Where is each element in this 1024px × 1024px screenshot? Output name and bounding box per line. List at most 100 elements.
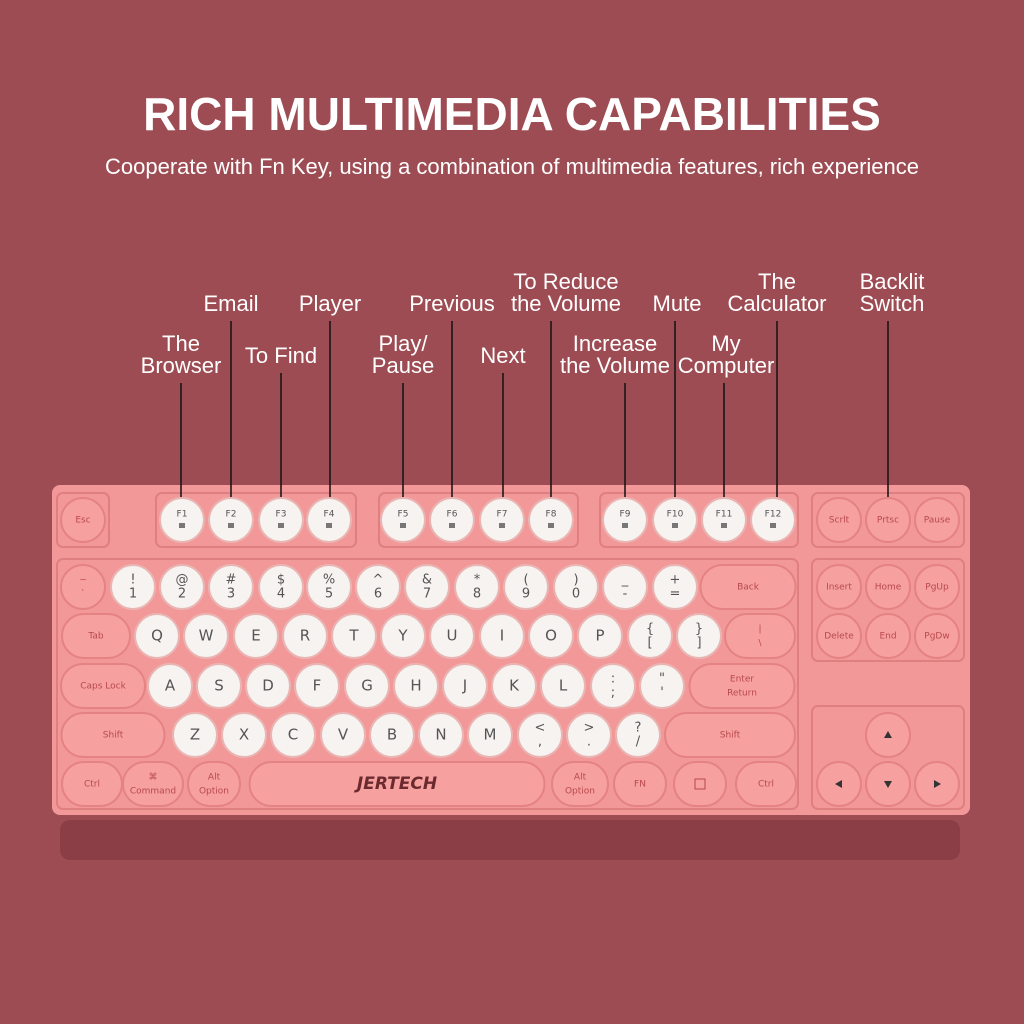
key-label: F11 [716, 510, 733, 520]
key-label: Ctrl [758, 780, 774, 790]
key-label: Option [199, 787, 229, 797]
key [61, 613, 131, 659]
key-white [627, 613, 673, 659]
key-white [442, 663, 488, 709]
key-label: Command [130, 787, 176, 797]
key-label: Home [875, 583, 902, 593]
key-white [159, 564, 205, 610]
key-label: P [595, 627, 604, 645]
key-label: Option [565, 787, 595, 797]
callout-label: Previous [409, 291, 495, 316]
key-label: ; [611, 686, 615, 701]
callout-label: Email [203, 291, 258, 316]
key [914, 613, 960, 659]
key-label: " [659, 672, 665, 687]
key-white [320, 712, 366, 758]
key-label: * [474, 573, 481, 588]
key-label: > [584, 721, 595, 736]
key-white [467, 712, 513, 758]
key-label: F [313, 677, 322, 695]
key-icon [884, 781, 892, 788]
key-label: Y [397, 627, 408, 645]
callout-label: Computer [678, 353, 775, 378]
callout-label: Play/ [379, 331, 429, 356]
key-label: F9 [620, 510, 631, 520]
key-icon [228, 523, 234, 528]
key-label: F10 [667, 510, 684, 520]
key-icon [835, 780, 842, 788]
key-white [517, 712, 563, 758]
key-label: [ [647, 636, 652, 651]
callout-label: the Volume [560, 353, 670, 378]
key-label: ) [573, 573, 578, 588]
key-label: \ [758, 639, 762, 649]
key-white [418, 712, 464, 758]
key-white [258, 564, 304, 610]
key-white [159, 497, 205, 543]
key-icon [672, 523, 678, 528]
key-label: 7 [423, 587, 431, 602]
key-white [208, 497, 254, 543]
key-label: - [623, 587, 628, 602]
callout-label: To Find [245, 343, 317, 368]
key [688, 663, 796, 709]
key-icon [622, 523, 628, 528]
key-label: K [509, 677, 520, 695]
key-label: B [387, 726, 397, 744]
key-white [270, 712, 316, 758]
key-groups [56, 492, 965, 810]
key-label: : [611, 672, 615, 687]
key-label: Shift [720, 731, 741, 741]
key-white [380, 613, 426, 659]
key-label: 6 [374, 587, 382, 602]
key-white [553, 564, 599, 610]
title: RICH MULTIMEDIA CAPABILITIES [143, 88, 881, 140]
key-label: Back [737, 583, 760, 593]
key-label: FN [634, 780, 646, 790]
key-label: Q [151, 627, 163, 645]
key-label: End [879, 632, 896, 642]
key-label: _ [621, 573, 629, 588]
key-white [566, 712, 612, 758]
key [60, 497, 106, 543]
callout-label: Mute [653, 291, 702, 316]
key-label: Delete [824, 632, 854, 642]
key-white [404, 564, 450, 610]
callout-label: Backlit [860, 269, 925, 294]
key-label: PgDw [924, 632, 949, 642]
key-label: 3 [227, 587, 235, 602]
key [865, 564, 911, 610]
key-label: Prtsc [877, 516, 899, 526]
key-white [355, 564, 401, 610]
key-label: U [447, 627, 458, 645]
key-label: ! [130, 573, 135, 588]
key-label: / [636, 735, 641, 750]
key-label: F7 [497, 510, 508, 520]
key-label: Ctrl [84, 780, 100, 790]
key-white [615, 712, 661, 758]
key-white [479, 497, 525, 543]
key-label: < [535, 721, 546, 736]
callout-label: the Volume [511, 291, 621, 316]
key-label: F4 [324, 510, 335, 520]
key [816, 564, 862, 610]
key-white [306, 564, 352, 610]
key-white [503, 564, 549, 610]
key [816, 613, 862, 659]
key-label: Insert [826, 583, 852, 593]
key-label: F8 [546, 510, 557, 520]
key-label: ~ [79, 576, 87, 586]
key-white [540, 663, 586, 709]
key [60, 564, 106, 610]
key-icon [278, 523, 284, 528]
key-label: PgUp [925, 583, 949, 593]
key-label: F6 [447, 510, 458, 520]
key-label: F5 [398, 510, 409, 520]
key-label: D [262, 677, 274, 695]
key-white [701, 497, 747, 543]
key-label: A [165, 677, 176, 695]
key-label: H [410, 677, 421, 695]
key-label: @ [176, 573, 189, 588]
